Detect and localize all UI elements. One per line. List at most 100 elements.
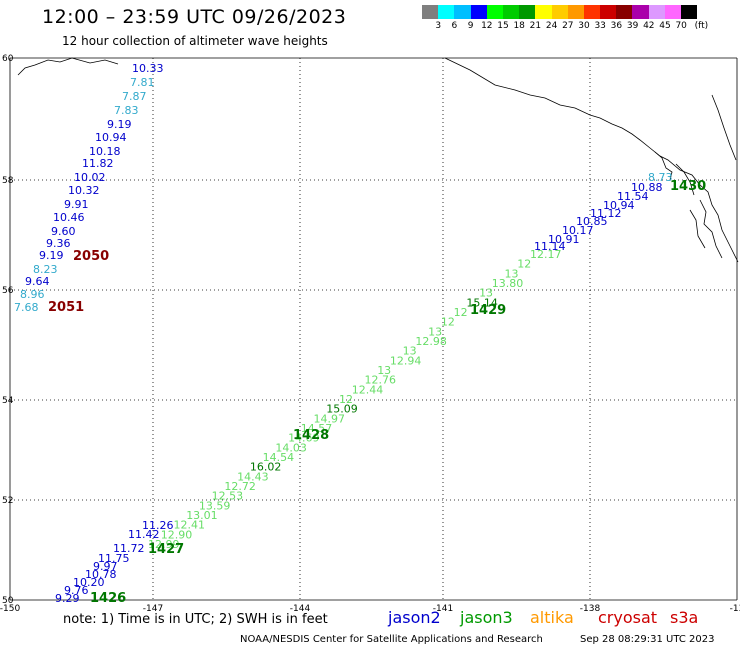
swh-value-label: 10.94 — [603, 199, 635, 212]
swh-value-label: 10.32 — [68, 184, 100, 197]
pass-time-label: 1426 — [90, 591, 126, 606]
swh-value-label: 8.96 — [20, 288, 45, 301]
swh-value-label: 9.36 — [46, 237, 71, 250]
swh-value-label: 13 — [479, 287, 493, 300]
swh-value-label: 9.91 — [64, 198, 89, 211]
swh-value-label: 9.64 — [25, 275, 50, 288]
pass-time-label: 1427 — [148, 542, 184, 557]
swh-value-label: 12.44 — [352, 383, 384, 396]
swh-value-label: 7.68 — [14, 301, 39, 314]
color-swatch — [600, 5, 617, 19]
coastline — [17, 57, 739, 263]
swh-value-label: 12.98 — [415, 335, 447, 348]
swh-value-label: 14.54 — [263, 451, 295, 464]
swh-value-label: 14.03 — [275, 441, 307, 454]
color-swatch — [519, 5, 536, 19]
swh-value-label: 9.76 — [64, 584, 89, 597]
pass-time-label: 1430 — [670, 179, 706, 194]
color-swatch — [535, 5, 552, 19]
color-scale-tick: 42 — [643, 21, 655, 31]
swh-value-label: 12.99 — [148, 538, 180, 551]
color-scale-tick: 27 — [562, 21, 574, 31]
color-scale-tick: 45 — [659, 21, 671, 31]
pass-time-label: 2051 — [48, 300, 84, 315]
swh-value-label: 11.26 — [142, 519, 174, 532]
swh-value-label: 12.76 — [364, 374, 396, 387]
lat-tick-label: 58 — [2, 176, 14, 186]
axis-labels: -150 -147 -144 -141 -138 -13 60 58 56 54 52 50 — [0, 54, 740, 614]
swh-value-label: 9.97 — [93, 560, 118, 573]
color-swatch — [551, 5, 568, 19]
swh-value-label: 10.33 — [132, 62, 164, 75]
color-scale-tick: 30 — [578, 21, 590, 31]
swh-value-label: 13.01 — [186, 509, 218, 522]
color-scale-tick: 21 — [529, 21, 542, 31]
swh-value-label: 8.23 — [33, 263, 58, 276]
swh-value-label: 10.88 — [631, 181, 663, 194]
color-scale-tick: 12 — [481, 21, 493, 31]
color-swatch — [470, 5, 487, 19]
swh-value-label: 9.19 — [107, 118, 132, 131]
satellite-legend-item: altika — [530, 608, 574, 627]
swh-value-label: 10.20 — [73, 576, 105, 589]
swh-value-label: 10.85 — [576, 215, 608, 228]
swh-value-label: 9.60 — [51, 225, 76, 238]
pass-time-label: 1428 — [293, 428, 329, 443]
lon-tick-label: -147 — [143, 604, 163, 614]
swh-value-label: 13 — [505, 267, 519, 280]
color-scale-tick: 18 — [513, 21, 525, 31]
color-scale-tick: 39 — [626, 21, 639, 31]
color-scale-tick: 24 — [545, 21, 558, 31]
swh-value-label: 15.09 — [326, 403, 358, 416]
swh-value-label: 11.82 — [82, 157, 114, 170]
coastline-islands — [654, 94, 737, 259]
color-scale-tick: 9 — [467, 21, 474, 31]
satellite-legend-item: cryosat — [598, 608, 658, 627]
swh-value-label: 13.59 — [199, 499, 231, 512]
swh-value-label: 9.29 — [55, 592, 80, 605]
lon-tick-label: -150 — [0, 604, 20, 614]
swh-value-label: 12 — [339, 393, 353, 406]
swh-value-label: 11.75 — [98, 552, 130, 565]
chart-title: 12:00 – 23:59 UTC 09/26/2023 — [42, 6, 347, 28]
satellite-legend-item: jason2 — [388, 608, 441, 627]
lat-tick-label: 54 — [2, 396, 14, 406]
swh-value-label: 10.17 — [562, 224, 594, 237]
swh-value-label: 7.83 — [114, 104, 139, 117]
footer-note: note: 1) Time is in UTC; 2) SWH is in fe… — [63, 612, 328, 627]
swh-value-label: 11.72 — [113, 542, 145, 555]
swh-value-label: 12 — [517, 258, 531, 271]
swh-value-label: 10.18 — [89, 145, 121, 158]
swh-value-label: 11.12 — [590, 207, 622, 220]
color-swatch — [454, 5, 471, 19]
swh-value-label: 15.14 — [466, 296, 498, 309]
color-scale-tick: 33 — [594, 21, 606, 31]
graticule — [9, 57, 738, 601]
swh-value-label: 14.43 — [237, 470, 269, 483]
footer-credit: NOAA/NESDIS Center for Satellite Applica… — [240, 634, 543, 645]
swh-value-label: 13 — [377, 364, 391, 377]
chart-subtitle: 12 hour collection of altimeter wave hei… — [62, 34, 328, 48]
swh-value-label: 12.72 — [224, 480, 256, 493]
lon-tick-label: -13 — [730, 604, 740, 614]
color-swatch — [422, 5, 439, 19]
swh-value-label: 12.41 — [173, 519, 205, 532]
color-swatch — [648, 5, 665, 19]
color-swatch — [502, 5, 520, 19]
color-swatch — [632, 5, 649, 19]
swh-value-label: 12.90 — [161, 528, 193, 541]
swh-value-label: 14.97 — [314, 412, 346, 425]
color-swatch — [681, 5, 698, 19]
lon-tick-label: -138 — [580, 604, 601, 614]
color-scale-tick: 70 — [675, 21, 687, 31]
coastline-alaska-panhandle — [444, 57, 739, 263]
swh-value-label: 16.02 — [250, 461, 282, 474]
swh-value-label: 14.57 — [301, 422, 333, 435]
swh-value-label: 8.73 — [648, 171, 673, 184]
color-swatch — [664, 5, 681, 19]
lon-tick-label: -141 — [433, 604, 453, 614]
color-scale-tick: 6 — [451, 21, 458, 31]
swh-value-label: 13.80 — [492, 277, 524, 290]
color-swatch — [486, 5, 503, 19]
